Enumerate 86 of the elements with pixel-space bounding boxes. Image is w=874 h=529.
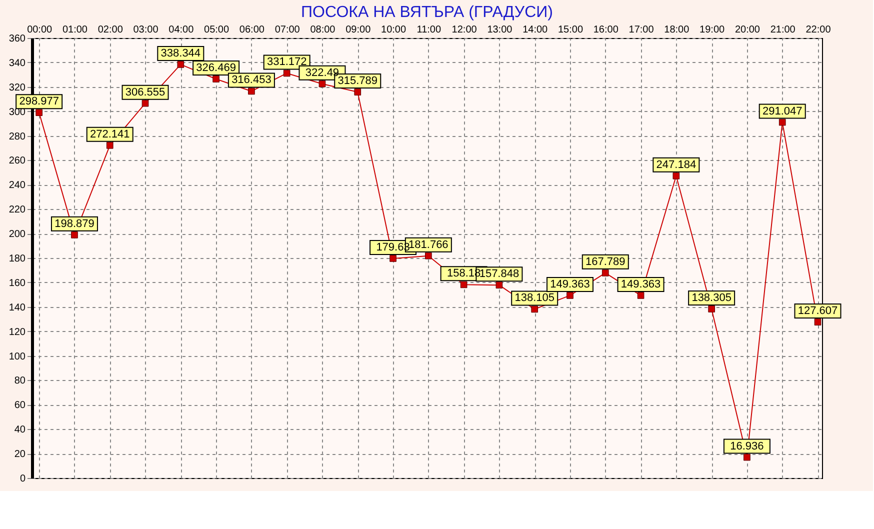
y-tick-label: 160	[8, 278, 26, 289]
data-label: 127.607	[798, 305, 838, 318]
x-tick-label: 20:00	[734, 24, 760, 36]
point	[177, 61, 184, 68]
point	[106, 142, 114, 149]
data-label: 331.172	[266, 56, 307, 68]
data-label: 247.184	[656, 158, 696, 171]
data-label: 16.936	[730, 440, 764, 452]
point	[637, 292, 644, 299]
x-tick-label: 03:00	[133, 24, 159, 36]
data-label: 149.363	[550, 278, 590, 290]
x-tick-label: 00:00	[27, 24, 53, 36]
data-label: 138.305	[692, 292, 732, 304]
y-tick-label: 40	[14, 424, 26, 436]
y-tick-label: 120	[8, 326, 26, 338]
data-label: 198.879	[54, 218, 94, 230]
x-tick-label: 01:00	[62, 24, 88, 36]
y-tick-label: 200	[8, 229, 26, 240]
y-tick-label: 320	[8, 82, 26, 94]
x-tick-label: 13:00	[487, 24, 513, 36]
x-tick-label: 21:00	[770, 24, 796, 36]
point	[531, 306, 538, 313]
y-tick-label: 220	[8, 204, 26, 216]
x-tick-label: 08:00	[310, 24, 336, 36]
y-tick-label: 20	[14, 449, 26, 460]
x-tick-label: 09:00	[346, 24, 372, 36]
x-tick-label: 11:00	[416, 24, 442, 36]
x-tick-label: 12:00	[452, 24, 478, 36]
x-tick-label: 10:00	[381, 24, 406, 36]
point	[602, 270, 609, 276]
point	[283, 70, 290, 77]
x-tick-label: 07:00	[274, 24, 300, 36]
y-tick-label: 340	[8, 58, 26, 69]
data-label: 167.789	[586, 256, 626, 268]
data-label: 138.105	[514, 292, 554, 304]
point	[318, 80, 326, 88]
x-tick-label: 22:00	[806, 24, 832, 36]
point	[778, 118, 786, 126]
data-label: 322.49	[305, 66, 340, 79]
point	[496, 282, 503, 288]
data-label: 272.141	[90, 128, 130, 140]
data-label: 338.344	[160, 47, 201, 60]
point	[248, 88, 255, 95]
chart-title: ПОСОКА НА ВЯТЪРА (ГРАДУСИ)	[301, 4, 553, 21]
point	[71, 232, 78, 238]
x-tick-label: 19:00	[700, 24, 726, 36]
point	[425, 252, 432, 260]
y-tick-label: 60	[14, 400, 26, 412]
x-tick-label: 14:00	[522, 24, 548, 36]
y-tick-label: 0	[20, 474, 26, 484]
x-tick-label: 17:00	[628, 24, 654, 36]
x-tick-label: 18:00	[664, 24, 690, 36]
point	[460, 281, 468, 288]
x-tick-label: 15:00	[558, 24, 584, 36]
x-tick-label: 16:00	[593, 24, 619, 36]
point	[36, 109, 42, 116]
data-label: 326.469	[196, 62, 236, 74]
point	[744, 454, 750, 461]
data-label: 181.766	[408, 238, 448, 251]
y-tick-label: 100	[8, 351, 26, 362]
data-label: 149.363	[620, 278, 661, 290]
y-tick-label: 140	[8, 302, 26, 314]
x-tick-label: 05:00	[204, 24, 230, 36]
y-tick-label: 240	[8, 180, 26, 192]
point	[814, 318, 822, 326]
point	[390, 255, 396, 262]
x-tick-label: 02:00	[98, 24, 124, 36]
point	[672, 172, 680, 180]
point	[566, 292, 574, 299]
data-label: 291.047	[762, 105, 802, 118]
data-label: 316.453	[232, 74, 272, 86]
x-tick-label: 04:00	[168, 24, 194, 36]
data-label: 306.555	[125, 86, 166, 98]
data-label: 298.977	[19, 96, 59, 108]
data-label: 315.789	[338, 75, 378, 88]
y-tick-label: 180	[8, 254, 26, 264]
x-tick-label: 06:00	[239, 24, 265, 36]
point	[212, 76, 220, 82]
y-tick-label: 360	[8, 34, 26, 44]
point	[354, 88, 362, 96]
point	[142, 100, 149, 107]
y-tick-label: 280	[8, 131, 26, 142]
y-tick-label: 260	[8, 156, 26, 167]
point	[708, 306, 715, 312]
data-label: 157.848	[479, 268, 520, 280]
y-tick-label: 80	[14, 376, 26, 387]
